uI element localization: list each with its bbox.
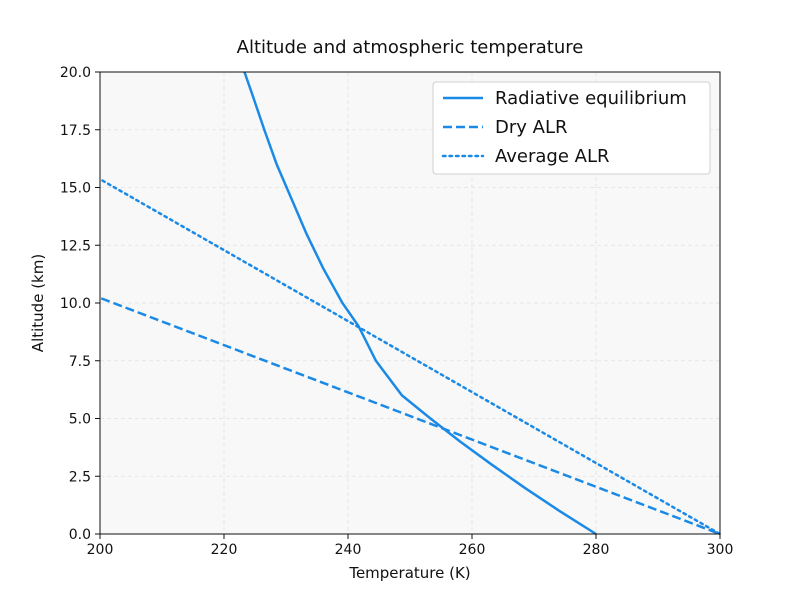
y-tick-label: 0.0: [69, 527, 91, 543]
y-tick-label: 10.0: [60, 296, 91, 312]
y-tick-label: 7.5: [69, 354, 91, 370]
x-axis: 200 220 240 260 280 300: [87, 534, 734, 558]
x-tick-label: 280: [583, 542, 610, 558]
legend-label: Radiative equilibrium: [495, 88, 687, 109]
chart-title: Altitude and atmospheric temperature: [237, 37, 584, 58]
y-tick-label: 17.5: [60, 123, 91, 139]
series-line-dashed: [100, 297, 721, 536]
y-axis-label: Altitude (km): [29, 254, 47, 352]
x-tick-label: 200: [87, 542, 114, 558]
y-tick-label: 2.5: [69, 469, 91, 485]
series-line-dotted: [101, 179, 722, 536]
series-layer: [100, 71, 722, 536]
y-tick-label: 20.0: [60, 65, 91, 81]
y-tick-label: 15.0: [60, 181, 91, 197]
legend-label: Average ALR: [495, 146, 610, 167]
y-tick-label: 12.5: [60, 238, 91, 254]
y-axis: 0.0 2.5 5.0 7.5 10.0 12.5 15.0 17.5 20.0: [60, 65, 100, 543]
x-tick-label: 300: [707, 542, 734, 558]
y-tick-label: 5.0: [69, 412, 91, 428]
x-tick-label: 240: [335, 542, 362, 558]
legend-label: Dry ALR: [495, 117, 567, 138]
legend-box: [432, 81, 711, 175]
legend: Radiative equilibrium Dry ALR Average ALR: [432, 81, 711, 175]
x-axis-label: Temperature (K): [348, 564, 470, 582]
x-tick-label: 220: [211, 542, 238, 558]
x-tick-label: 260: [459, 542, 486, 558]
